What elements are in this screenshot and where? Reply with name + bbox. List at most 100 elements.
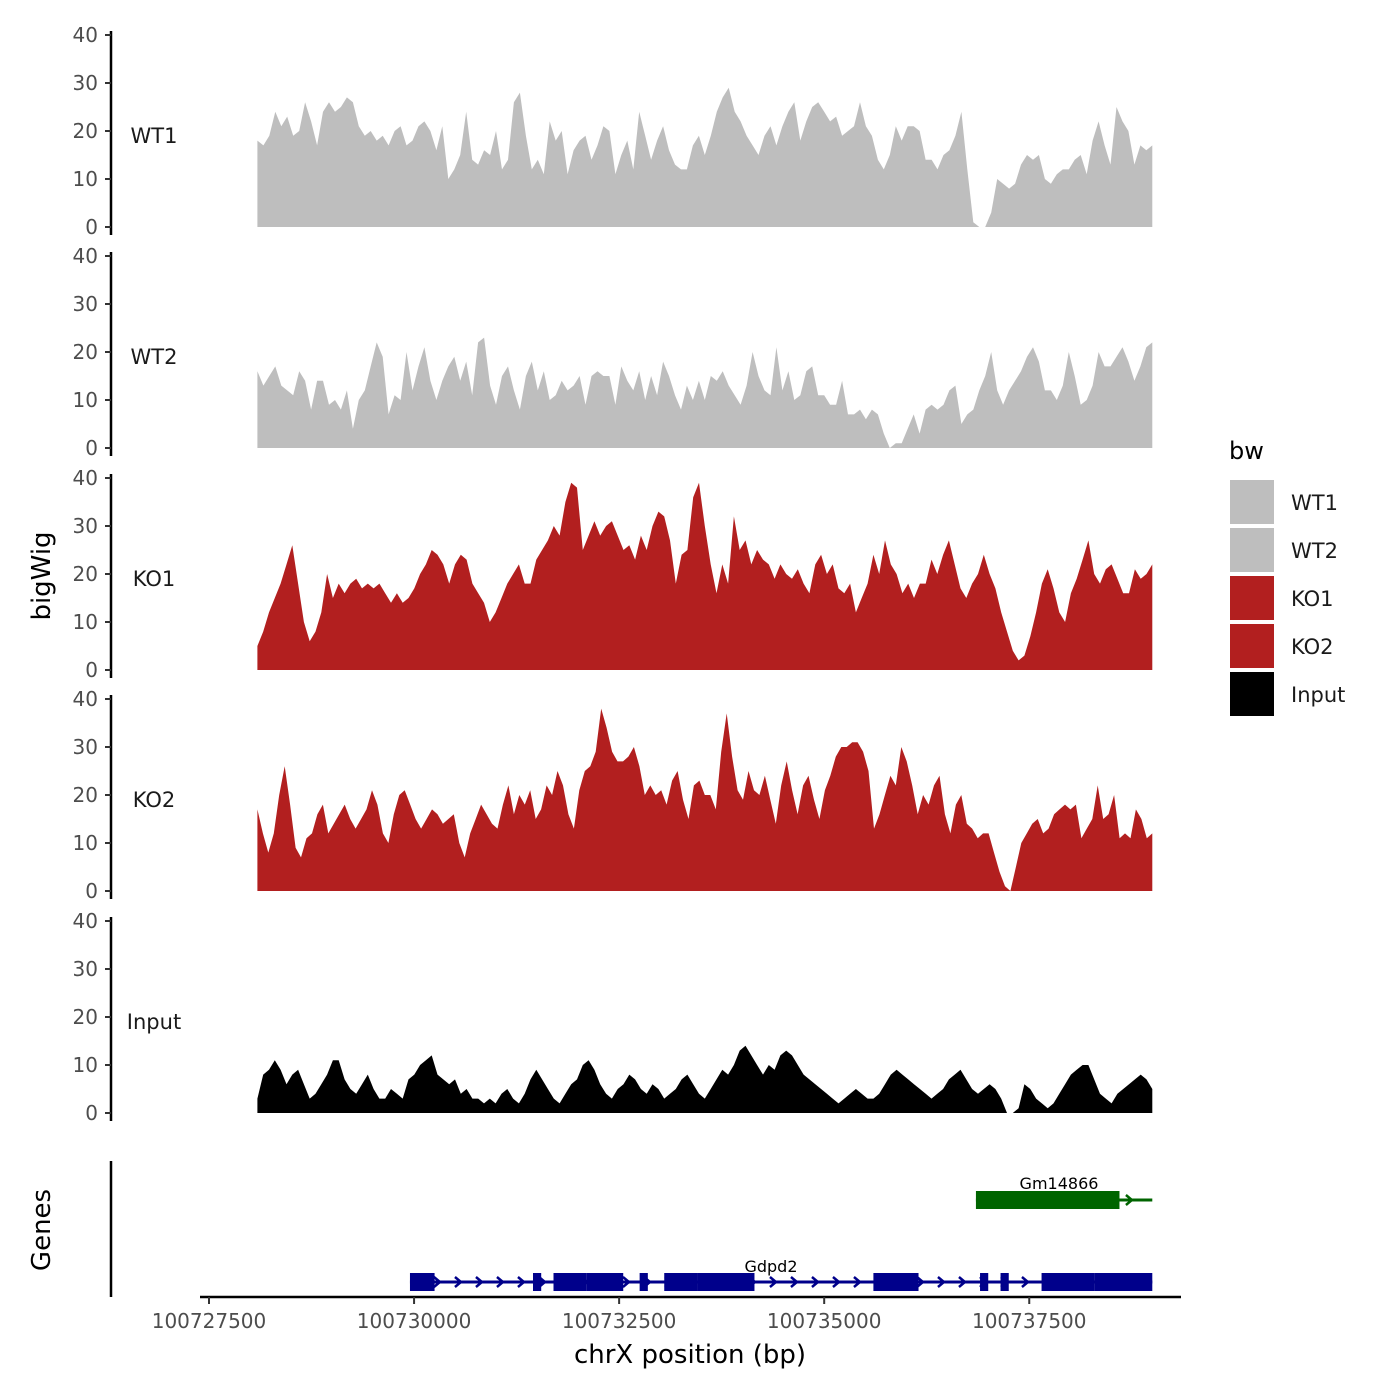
legend-label: Input (1291, 683, 1345, 707)
strand-arrow (832, 1276, 841, 1288)
y-tick-label: 40 (73, 23, 98, 47)
y-tick-label: 20 (73, 340, 98, 364)
exon-block (409, 1273, 435, 1291)
y-tick-label: 40 (73, 244, 98, 268)
gene-gm14866: Gm14866 (975, 1174, 1153, 1209)
strand-arrow (1125, 1194, 1134, 1206)
track-label: KO1 (133, 567, 176, 591)
legend-swatch (1230, 528, 1274, 572)
legend-label: KO2 (1291, 635, 1334, 659)
x-axis-title: chrX position (bp) (574, 1340, 806, 1370)
y-tick-label: 10 (73, 831, 98, 855)
gene-models: Gdpd2 Gm14866 (409, 1174, 1153, 1291)
y-tick-label: 0 (85, 658, 98, 682)
track-label: Input (127, 1010, 181, 1034)
y-tick-label: 30 (73, 514, 98, 538)
y-tick-label: 0 (85, 879, 98, 903)
y-tick-label: 0 (85, 215, 98, 239)
exon-block (1041, 1273, 1095, 1291)
y-tick-label: 10 (73, 610, 98, 634)
legend-items: WT1 WT2 KO1 KO2 Input (1230, 480, 1345, 716)
gene-label: Gm14866 (1020, 1174, 1099, 1193)
coverage-area-wt1 (257, 87, 1153, 227)
strand-arrow (517, 1276, 526, 1288)
y-tick-label: 20 (73, 783, 98, 807)
coverage-area-input (257, 1045, 1153, 1113)
y-axis-title: bigWig (27, 531, 57, 620)
y-tick-label: 0 (85, 1101, 98, 1125)
genes-axis-title: Genes (27, 1189, 57, 1271)
exon-block (533, 1273, 542, 1291)
x-axis: 100727500 100730000 100732500 100735000 1007… (152, 1295, 1181, 1370)
gene-label: Gdpd2 (744, 1257, 797, 1276)
y-tick-label: 40 (73, 909, 98, 933)
strand-arrow (937, 1276, 946, 1288)
y-tick-label: 10 (73, 167, 98, 191)
x-axis-ticks: 100727500 100730000 100732500 100735000 1007… (152, 1297, 1087, 1333)
strand-arrow (433, 1276, 442, 1288)
strand-arrow (475, 1276, 484, 1288)
legend-label: WT2 (1291, 539, 1338, 563)
bigwig-tracks: 0 10 20 30 40 WT1 0 10 20 30 40 WT2 0 10 20 30 40 KO1 0 10 2… (73, 23, 1153, 1125)
legend-item-wt2: WT2 (1230, 528, 1338, 572)
y-tick-label: 30 (73, 957, 98, 981)
y-tick-label: 30 (73, 292, 98, 316)
y-tick-label: 20 (73, 119, 98, 143)
exon-block (1000, 1273, 1009, 1291)
exon-block (975, 1191, 1120, 1209)
strand-arrow (790, 1276, 799, 1288)
strand-arrow (958, 1276, 967, 1288)
track-input: 0 10 20 30 40 Input (73, 909, 1153, 1125)
exon-block (664, 1273, 698, 1291)
legend-swatch (1230, 480, 1274, 524)
exon-block (586, 1273, 624, 1291)
legend-swatch (1230, 576, 1274, 620)
strand-arrow (454, 1276, 463, 1288)
legend-title: bw (1229, 437, 1264, 465)
track-label: WT1 (131, 124, 178, 148)
y-tick-label: 10 (73, 388, 98, 412)
x-tick-label: 100735000 (767, 1309, 882, 1333)
strand-arrow (811, 1276, 820, 1288)
coverage-area-ko2 (257, 708, 1153, 891)
exon-block (1094, 1273, 1153, 1291)
y-tick-label: 0 (85, 436, 98, 460)
strand-arrow (622, 1276, 631, 1288)
x-tick-label: 100737500 (972, 1309, 1087, 1333)
strand-arrow (1021, 1276, 1030, 1288)
legend-swatch (1230, 624, 1274, 668)
y-tick-label: 40 (73, 466, 98, 490)
track-wt2: 0 10 20 30 40 WT2 (73, 244, 1153, 460)
strand-arrow (769, 1276, 778, 1288)
y-tick-label: 40 (73, 687, 98, 711)
exon-block (980, 1273, 989, 1291)
coverage-area-ko1 (257, 482, 1153, 670)
legend: bw WT1 WT2 KO1 KO2 Input (1229, 437, 1345, 716)
x-tick-label: 100732500 (562, 1309, 677, 1333)
exon-block (639, 1273, 648, 1291)
track-wt1: 0 10 20 30 40 WT1 (73, 23, 1153, 239)
y-tick-label: 30 (73, 71, 98, 95)
y-tick-label: 20 (73, 562, 98, 586)
y-tick-label: 20 (73, 1005, 98, 1029)
strand-arrow (916, 1276, 925, 1288)
legend-item-ko1: KO1 (1230, 576, 1334, 620)
legend-item-input: Input (1230, 672, 1345, 716)
exon-block (553, 1273, 587, 1291)
genes-panel: Genes Gdpd2 Gm14866 (27, 1161, 1153, 1297)
coverage-area-wt2 (257, 337, 1153, 448)
gene-gdpd2: Gdpd2 (409, 1257, 1153, 1291)
track-ko2: 0 10 20 30 40 KO2 (73, 687, 1153, 903)
legend-label: WT1 (1291, 491, 1338, 515)
exon-block (873, 1273, 919, 1291)
track-label: WT2 (131, 345, 178, 369)
x-tick-label: 100727500 (152, 1309, 267, 1333)
strand-arrow (496, 1276, 505, 1288)
strand-arrow (853, 1276, 862, 1288)
legend-item-wt1: WT1 (1230, 480, 1338, 524)
y-tick-label: 10 (73, 1053, 98, 1077)
track-label: KO2 (133, 788, 176, 812)
exon-block (697, 1273, 755, 1291)
y-tick-label: 30 (73, 735, 98, 759)
